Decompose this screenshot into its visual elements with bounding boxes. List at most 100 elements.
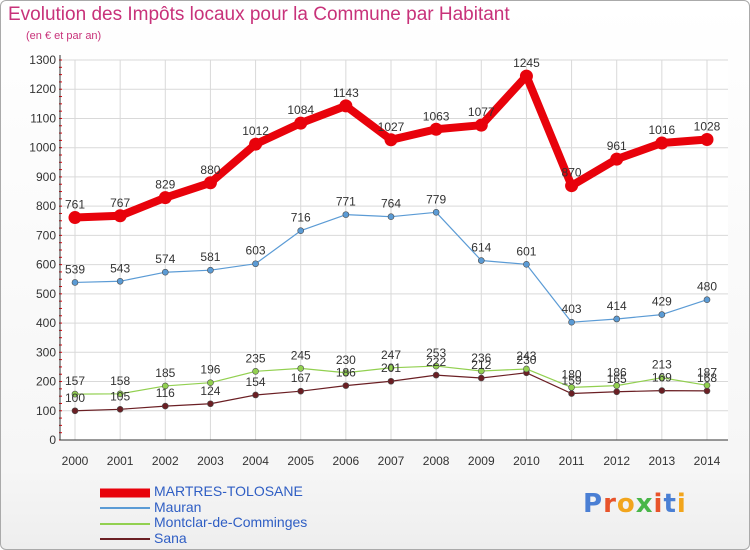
- data-point-mauran: [703, 296, 711, 303]
- legend-label: MARTRES-TOLOSANE: [154, 483, 303, 499]
- y-tick-label: 300: [36, 345, 56, 359]
- y-tick-label: 900: [36, 170, 56, 184]
- data-label-sana: 186: [336, 366, 356, 380]
- data-point-montclar-de-comminges: [161, 382, 169, 390]
- data-point-mauran: [71, 279, 79, 286]
- data-point-mauran: [161, 268, 169, 276]
- data-point-montclar-de-comminges: [568, 384, 575, 391]
- data-point-montclar-de-comminges: [342, 369, 350, 377]
- data-label-martres-tolosane: 829: [155, 178, 175, 192]
- data-point-montclar-de-comminges: [523, 365, 530, 373]
- data-label-martres-tolosane: 880: [200, 163, 220, 177]
- x-tick-label: 2003: [197, 454, 224, 468]
- data-point-mauran: [658, 311, 666, 318]
- data-point-martres-tolosane: [294, 116, 308, 130]
- data-point-montclar-de-comminges: [207, 379, 214, 387]
- data-point-mauran: [613, 315, 621, 323]
- data-label-montclar-de-comminges: 236: [471, 351, 491, 365]
- data-point-mauran: [387, 213, 395, 220]
- data-point-mauran: [252, 260, 259, 268]
- data-point-montclar-de-comminges: [387, 364, 395, 372]
- data-label-montclar-de-comminges: 185: [155, 366, 175, 380]
- x-tick-label: 2008: [423, 454, 450, 468]
- plot-area: [60, 60, 728, 440]
- data-label-sana: 222: [426, 355, 446, 369]
- logo-letter: P: [583, 489, 604, 519]
- chart-subtitle: (en € et par an): [26, 30, 102, 42]
- data-point-sana: [342, 382, 350, 389]
- data-label-mauran: 574: [155, 252, 175, 266]
- data-point-martres-tolosane: [429, 122, 443, 136]
- data-label-martres-tolosane: 1077: [468, 105, 495, 119]
- legend-label: Mauran: [154, 498, 202, 515]
- data-label-martres-tolosane: 767: [110, 196, 130, 210]
- data-label-martres-tolosane: 1084: [287, 103, 314, 117]
- y-tick-label: 800: [36, 199, 56, 213]
- data-label-mauran: 716: [291, 211, 311, 225]
- x-tick-label: 2010: [513, 454, 540, 468]
- data-point-sana: [297, 387, 305, 395]
- data-point-martres-tolosane: [565, 179, 579, 193]
- x-tick-label: 2005: [287, 454, 314, 468]
- data-point-martres-tolosane: [249, 137, 263, 151]
- data-label-martres-tolosane: 1028: [694, 120, 721, 134]
- data-point-sana: [71, 407, 79, 415]
- data-label-martres-tolosane: 1063: [423, 109, 450, 123]
- data-label-mauran: 779: [426, 192, 446, 206]
- y-tick-label: 0: [49, 433, 56, 447]
- data-label-montclar-de-comminges: 157: [65, 374, 85, 388]
- data-point-martres-tolosane: [655, 136, 669, 150]
- data-point-martres-tolosane: [203, 176, 217, 190]
- data-label-mauran: 543: [110, 261, 130, 275]
- data-label-montclar-de-comminges: 180: [562, 367, 582, 381]
- data-point-martres-tolosane: [700, 133, 714, 147]
- data-point-mauran: [297, 227, 305, 235]
- data-point-mauran: [342, 211, 350, 218]
- x-tick-label: 2006: [333, 454, 360, 468]
- y-tick-label: 1300: [29, 53, 56, 67]
- data-point-martres-tolosane: [113, 209, 127, 223]
- data-label-mauran: 764: [381, 197, 401, 211]
- data-point-montclar-de-comminges: [71, 390, 79, 398]
- data-label-martres-tolosane: 870: [562, 166, 582, 180]
- data-point-sana: [703, 387, 711, 395]
- data-label-montclar-de-comminges: 230: [336, 353, 356, 367]
- data-point-sana: [568, 390, 575, 397]
- data-point-montclar-de-comminges: [297, 365, 305, 372]
- data-label-martres-tolosane: 1027: [378, 120, 405, 134]
- y-tick-label: 1200: [29, 82, 56, 96]
- logo-letter: i: [653, 489, 664, 519]
- data-point-mauran: [207, 266, 214, 274]
- logo-letter: i: [676, 489, 687, 519]
- x-tick-label: 2009: [468, 454, 495, 468]
- y-tick-label: 400: [36, 316, 56, 330]
- data-label-martres-tolosane: 961: [607, 139, 627, 153]
- y-tick-label: 500: [36, 287, 56, 301]
- data-label-mauran: 414: [607, 299, 627, 313]
- data-point-montclar-de-comminges: [658, 374, 666, 382]
- data-label-montclar-de-comminges: 243: [516, 349, 536, 363]
- data-label-sana: 154: [246, 375, 266, 389]
- legend-swatch: [100, 488, 150, 498]
- data-point-montclar-de-comminges: [477, 367, 485, 375]
- x-tick-label: 2000: [62, 454, 89, 468]
- logo-letter: r: [603, 489, 617, 519]
- data-point-mauran: [432, 208, 440, 216]
- data-label-sana: 169: [652, 371, 672, 385]
- data-point-montclar-de-comminges: [116, 390, 124, 398]
- data-label-mauran: 581: [200, 250, 220, 264]
- data-label-mauran: 403: [562, 302, 582, 316]
- data-label-sana: 100: [65, 391, 85, 405]
- legend-label: Montclar-de-Comminges: [154, 514, 308, 530]
- proxiti-logo[interactable]: Proxiti: [583, 489, 687, 519]
- chart-title: Evolution des Impôts locaux pour la Comm…: [8, 4, 510, 25]
- data-point-sana: [252, 391, 259, 399]
- data-label-sana: 124: [200, 384, 220, 398]
- data-point-martres-tolosane: [158, 191, 172, 205]
- data-label-sana: 105: [110, 389, 130, 403]
- y-tick-label: 1100: [30, 111, 56, 125]
- data-label-sana: 116: [156, 386, 175, 400]
- data-point-sana: [387, 377, 395, 385]
- data-label-mauran: 429: [652, 295, 672, 309]
